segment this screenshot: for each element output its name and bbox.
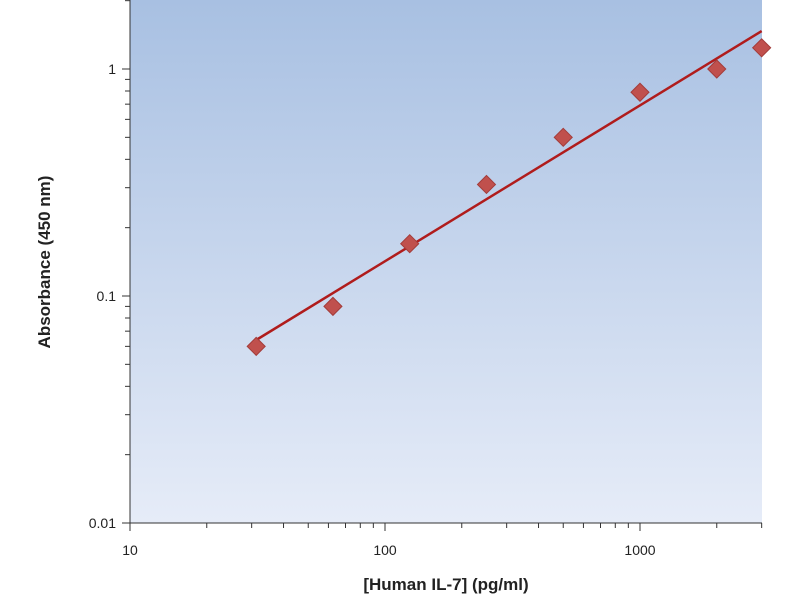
- x-axis-label: [Human IL-7] (pg/ml): [363, 575, 528, 594]
- data-point: [323, 296, 343, 317]
- y-tick-label: 1: [108, 61, 116, 77]
- data-point: [707, 59, 727, 79]
- fit-line: [255, 29, 763, 342]
- axes: 10 100 1000 0.01 0.1 1: [89, 0, 763, 558]
- data-point: [400, 233, 420, 254]
- x-tick-label: 1000: [624, 542, 655, 558]
- plot-area: [130, 0, 762, 523]
- y-axis-label: Absorbance (450 nm): [35, 176, 54, 349]
- data-point: [476, 174, 497, 195]
- data-points: [246, 38, 772, 357]
- x-tick-label: 10: [122, 542, 138, 558]
- data-point: [246, 336, 266, 357]
- y-tick-label: 0.01: [89, 515, 116, 531]
- y-tick-label: 0.1: [97, 288, 117, 304]
- data-point: [751, 38, 772, 58]
- data-point: [630, 82, 650, 102]
- data-point: [553, 127, 573, 148]
- fit-line-group: [255, 29, 763, 342]
- x-tick-label: 100: [373, 542, 397, 558]
